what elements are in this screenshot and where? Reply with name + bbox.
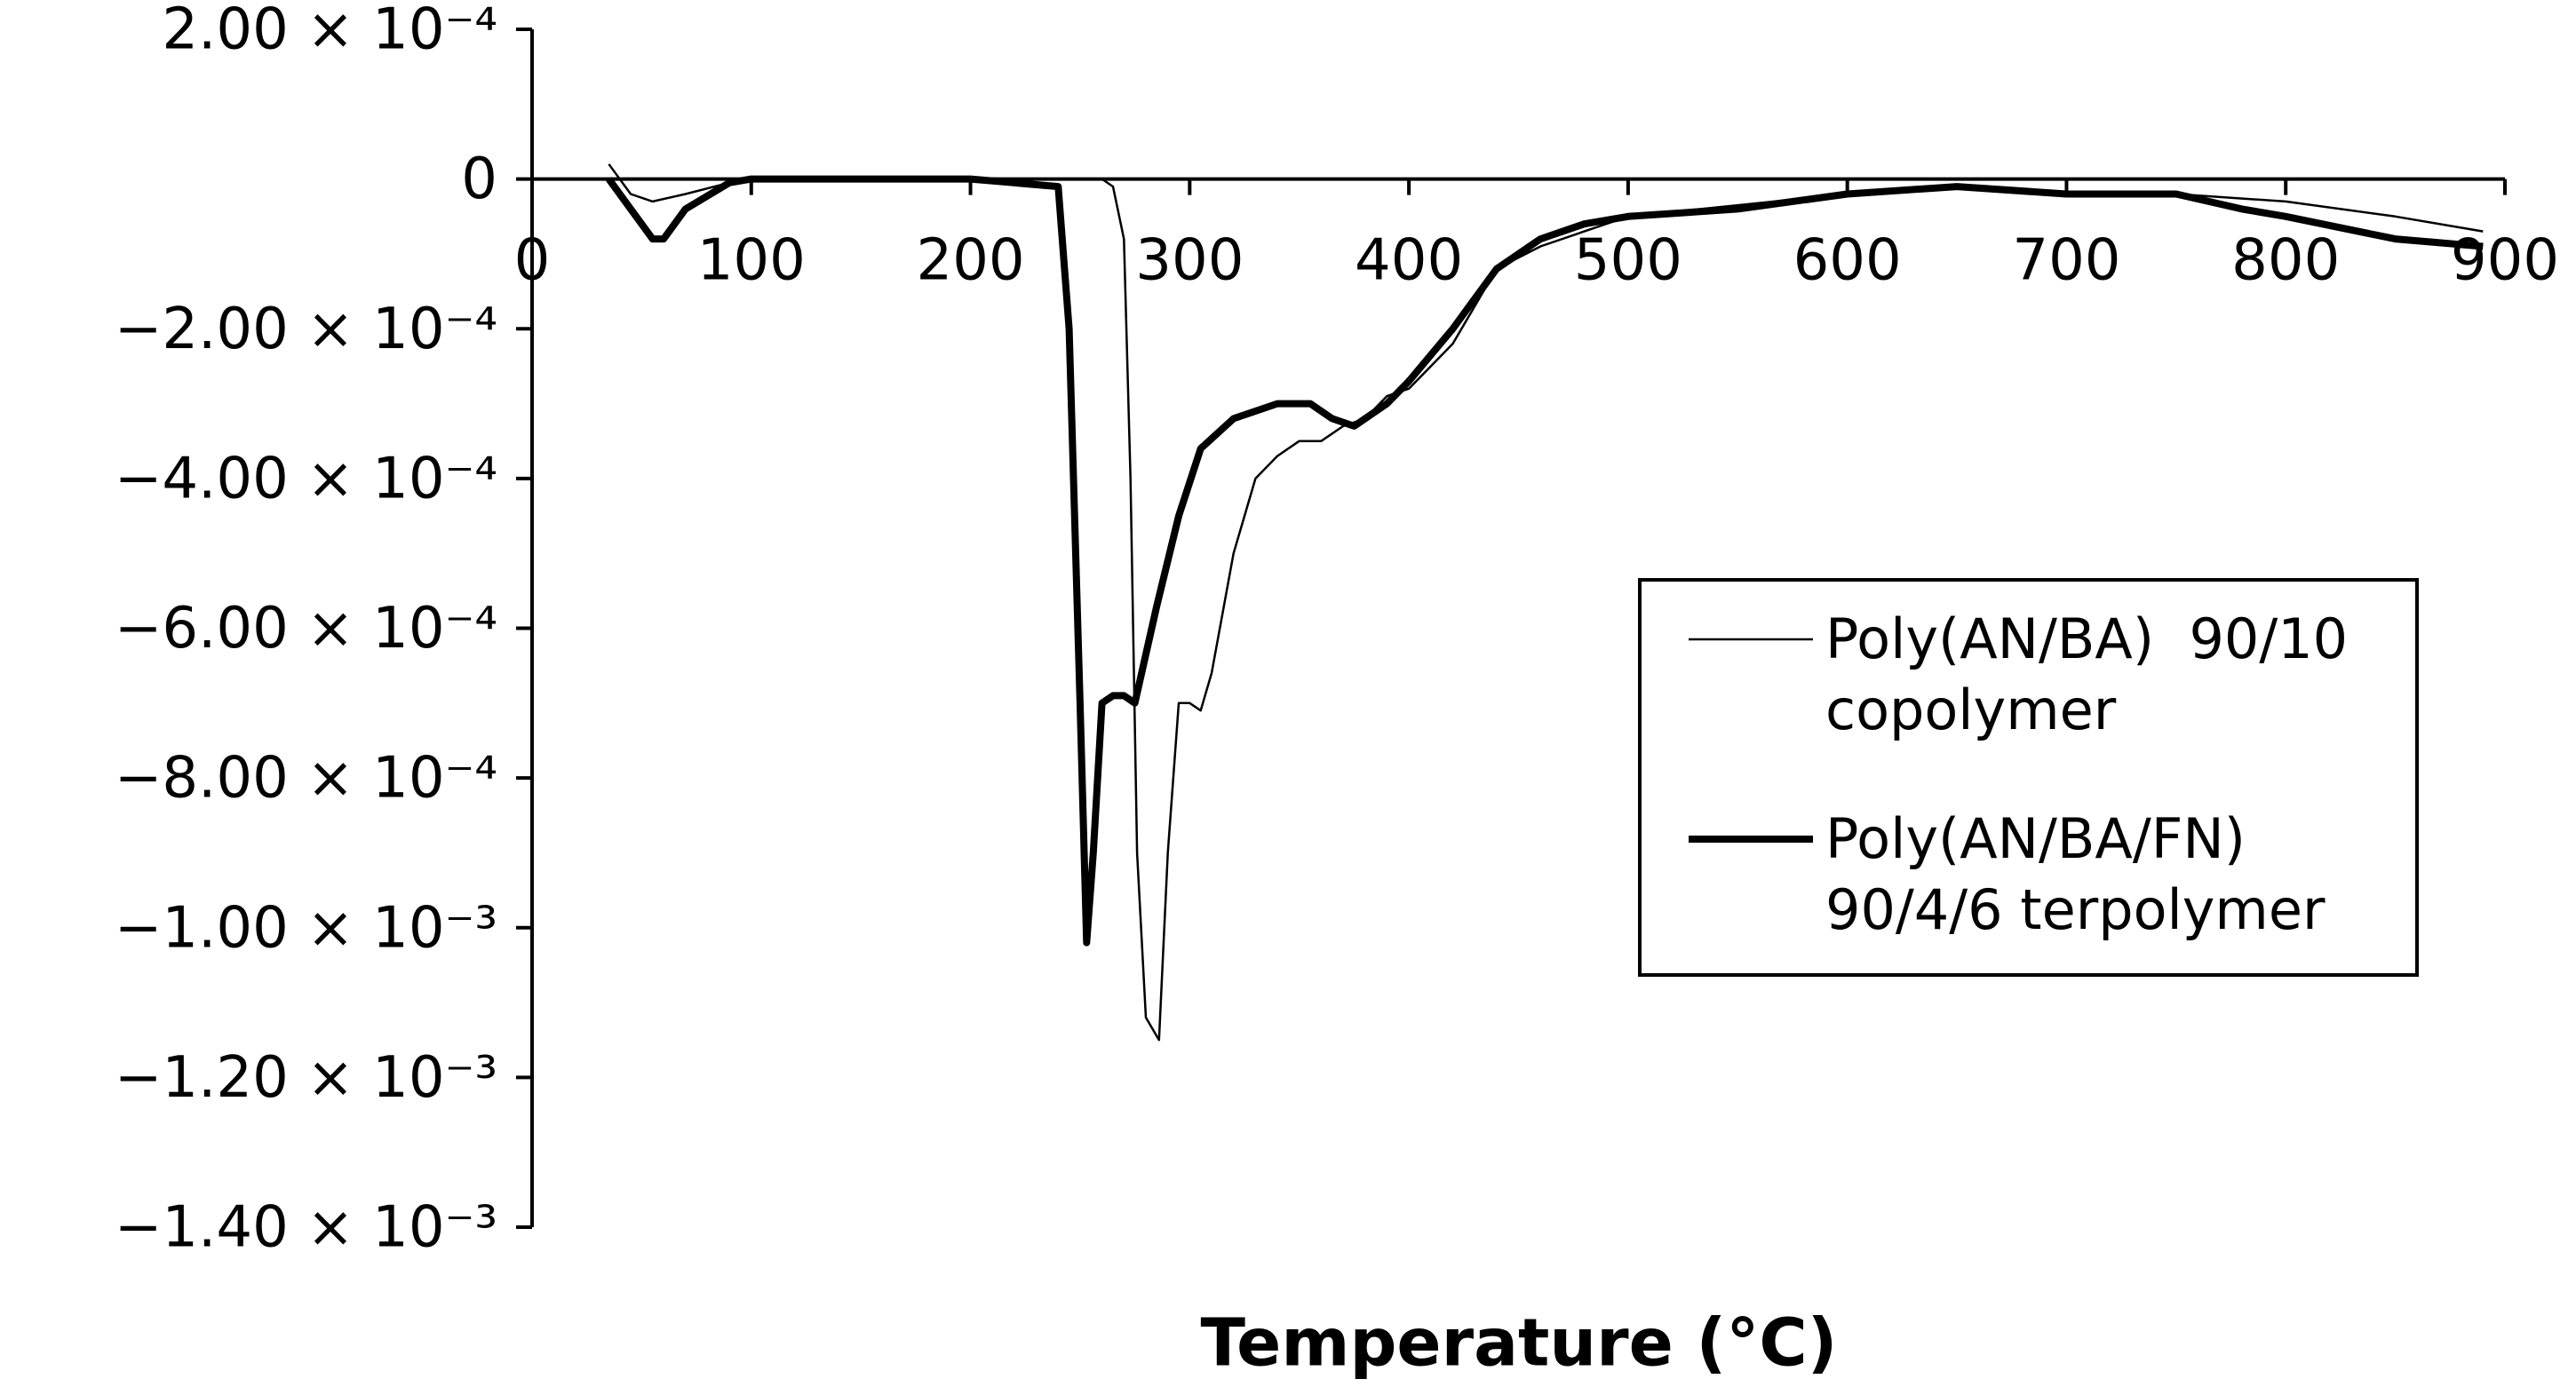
y-tick-label: −6.00 × 10⁻⁴ [115, 596, 497, 662]
x-tick-label: 500 [1574, 228, 1682, 294]
y-tick-label: 2.00 × 10⁻⁴ [162, 0, 497, 63]
x-axis-label: Temperature (°C) [1201, 1305, 1838, 1382]
y-tick-label: −1.20 × 10⁻³ [115, 1045, 497, 1111]
x-tick-label: 400 [1355, 228, 1463, 294]
y-tick-label: −1.40 × 10⁻³ [115, 1195, 497, 1261]
legend-label: Poly(AN/BA) 90/10 copolymer [1825, 606, 2349, 742]
x-tick-label: 900 [2451, 228, 2559, 294]
x-tick-label: 200 [916, 228, 1024, 294]
y-tick-label: −4.00 × 10⁻⁴ [115, 446, 497, 511]
y-tick-label: 0 [461, 147, 497, 212]
x-tick-label: 800 [2231, 228, 2340, 294]
x-tick-label: 700 [2012, 228, 2120, 294]
x-tick-label: 300 [1135, 228, 1244, 294]
x-tick-label: 100 [697, 228, 806, 294]
y-tick-label: −1.00 × 10⁻³ [115, 895, 497, 961]
legend-box [1638, 578, 2419, 977]
y-tick-label: −2.00 × 10⁻⁴ [115, 297, 497, 362]
x-tick-label: 600 [1793, 228, 1902, 294]
series-line [606, 175, 2484, 947]
y-tick-label: −8.00 × 10⁻⁴ [115, 746, 497, 812]
legend-label: Poly(AN/BA/FN) 90/4/6 terpolymer [1825, 806, 2326, 942]
x-tick-label: 0 [514, 228, 551, 294]
